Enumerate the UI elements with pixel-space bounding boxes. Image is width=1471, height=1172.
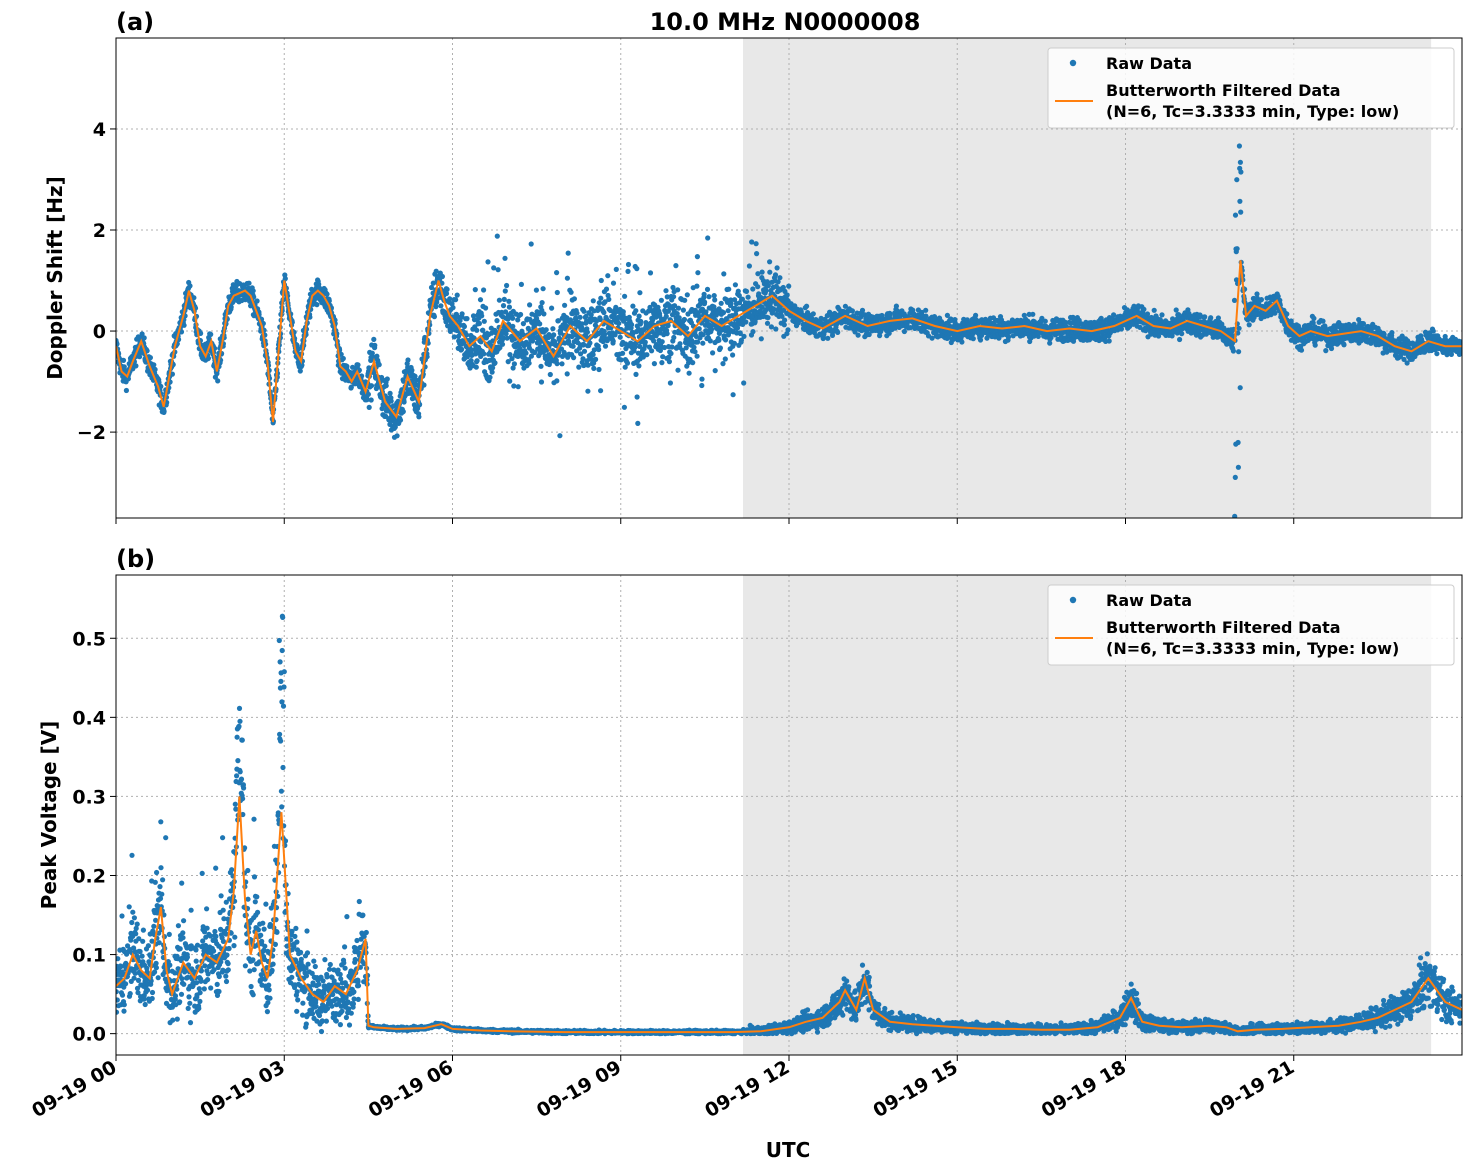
y-tick-label-a-2: 2	[93, 220, 106, 242]
x-tick-label-1: 09-19 03	[196, 1056, 288, 1122]
legend-a-filtered-label-2: (N=6, Tc=3.3333 min, Type: low)	[1106, 102, 1399, 121]
y-tick-label-b-5: 0.5	[72, 628, 106, 650]
legend-a-filtered-label-1: Butterworth Filtered Data	[1106, 81, 1341, 100]
figure-title: 10.0 MHz N0000008	[650, 8, 921, 36]
x-tick-label-7: 09-19 21	[1206, 1056, 1298, 1122]
x-tick-label-2: 09-19 06	[365, 1056, 457, 1122]
legend-a: Raw Data Butterworth Filtered Data (N=6,…	[1047, 47, 1455, 129]
legend-b-raw-label: Raw Data	[1106, 591, 1192, 610]
panel-a-label: (a)	[116, 8, 154, 36]
legend-b-raw-marker	[1069, 596, 1077, 604]
filtered-data-line-b	[116, 796, 1462, 1034]
y-tick-label-a-0: −2	[77, 422, 106, 444]
panel-a: (a) −2 0 2 4 Doppler Shift [Hz] Raw Data Bu…	[43, 8, 1463, 524]
y-axis-label-b: Peak Voltage [V]	[37, 721, 61, 910]
x-tick-label-3: 09-19 09	[533, 1056, 625, 1122]
legend-b-box	[1047, 584, 1455, 666]
legend-a-raw-marker	[1069, 59, 1077, 67]
x-tick-label-6: 09-19 18	[1038, 1056, 1130, 1122]
x-tick-label-0: 09-19 00	[28, 1056, 120, 1122]
legend-b-filtered-label-1: Butterworth Filtered Data	[1106, 618, 1341, 637]
x-tick-label-5: 09-19 15	[869, 1056, 961, 1122]
y-tick-label-b-0: 0.0	[72, 1024, 106, 1046]
legend-b: Raw Data Butterworth Filtered Data (N=6,…	[1047, 584, 1455, 666]
y-tick-label-b-4: 0.4	[72, 707, 106, 729]
legend-a-raw-label: Raw Data	[1106, 54, 1192, 73]
filtered-data-line-a	[116, 260, 1462, 423]
panel-b-label: (b)	[116, 545, 155, 573]
x-axis-label: UTC	[766, 1138, 811, 1162]
legend-b-filtered-label-2: (N=6, Tc=3.3333 min, Type: low)	[1106, 639, 1399, 658]
legend-a-box	[1047, 47, 1455, 129]
y-tick-label-a-3: 4	[93, 119, 106, 141]
y-tick-label-a-1: 0	[93, 321, 106, 343]
x-tick-label-4: 09-19 12	[701, 1056, 793, 1122]
y-tick-label-b-3: 0.3	[72, 786, 106, 808]
y-tick-label-b-2: 0.2	[72, 865, 106, 887]
panel-b: (b) 0.0 0.1 0.2 0.3 0.4 0.5 09-19 00 09-19 03 09…	[28, 545, 1463, 1122]
y-axis-label-a: Doppler Shift [Hz]	[43, 176, 67, 380]
y-tick-label-b-1: 0.1	[72, 945, 106, 967]
